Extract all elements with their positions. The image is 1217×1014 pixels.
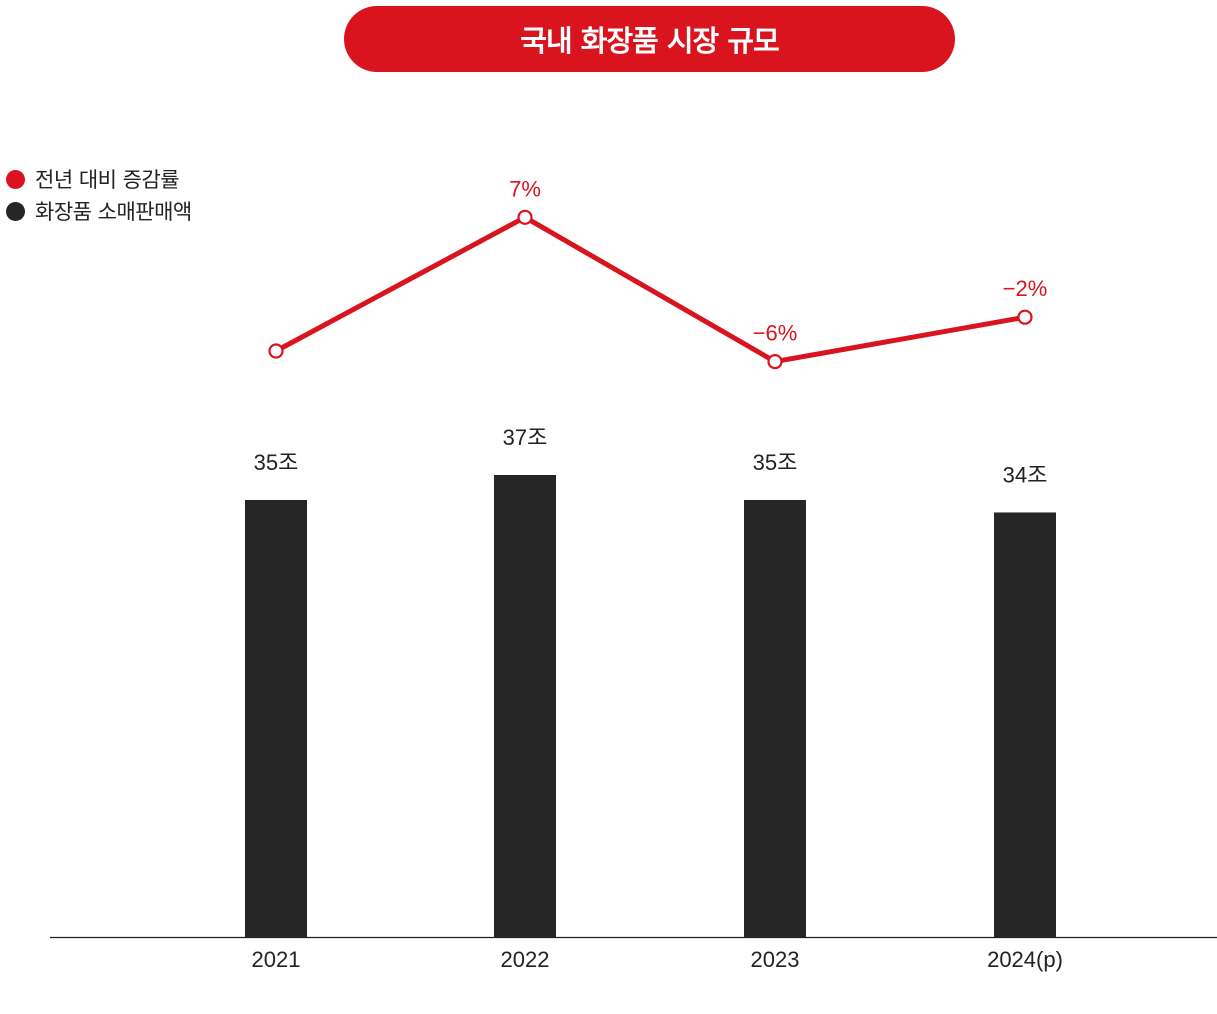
rate-line — [274, 214, 1026, 365]
legend-rate-label: 전년 대비 증감률 — [35, 168, 180, 192]
x-tick-2024(p): 2024(p) — [987, 947, 1063, 972]
x-tick-2021: 2021 — [252, 947, 301, 972]
bar-value-label-2022: 37조 — [503, 425, 548, 450]
bar-value-label-2021: 35조 — [254, 450, 299, 475]
bars-layer: 35조 37조 35조 34조 — [245, 425, 1056, 937]
rate-point-2024(p) — [1017, 309, 1033, 325]
rate-point-2023 — [767, 354, 783, 370]
chart-title-banner: 국내 화장품 시장 규모 — [344, 6, 955, 72]
chart-title: 국내 화장품 시장 규모 — [520, 24, 779, 58]
legend-item-sales: 화장품 소매판매액 — [6, 195, 192, 227]
bar-2023 — [744, 499, 806, 937]
rate-point-2021 — [268, 343, 284, 359]
legend-sales-dot-icon — [6, 201, 25, 221]
legend-item-rate: 전년 대비 증감률 — [6, 163, 192, 195]
bar-value-label-2024(p): 34조 — [1003, 462, 1048, 487]
bar-value-label-2023: 35조 — [753, 450, 798, 475]
legend-rate-dot-icon — [6, 169, 25, 189]
rate-value-label-2022: 7% — [509, 176, 541, 201]
rate-value-label-2023: −6% — [753, 321, 798, 346]
rate-value-label-2024(p): −2% — [1003, 276, 1048, 301]
legend: 전년 대비 증감률 화장품 소매판매액 — [6, 163, 192, 227]
legend-sales-label: 화장품 소매판매액 — [35, 200, 192, 224]
x-tick-2022: 2022 — [501, 947, 550, 972]
rate-line-layer: 7% −6% −2% — [268, 176, 1048, 370]
rate-point-2022 — [517, 209, 533, 225]
x-axis: 2021 2022 2023 2024(p) — [50, 936, 1217, 972]
bar-2022 — [494, 475, 556, 937]
bar-2021 — [245, 499, 307, 937]
x-tick-2023: 2023 — [751, 947, 800, 972]
bar-2024(p) — [994, 512, 1056, 937]
